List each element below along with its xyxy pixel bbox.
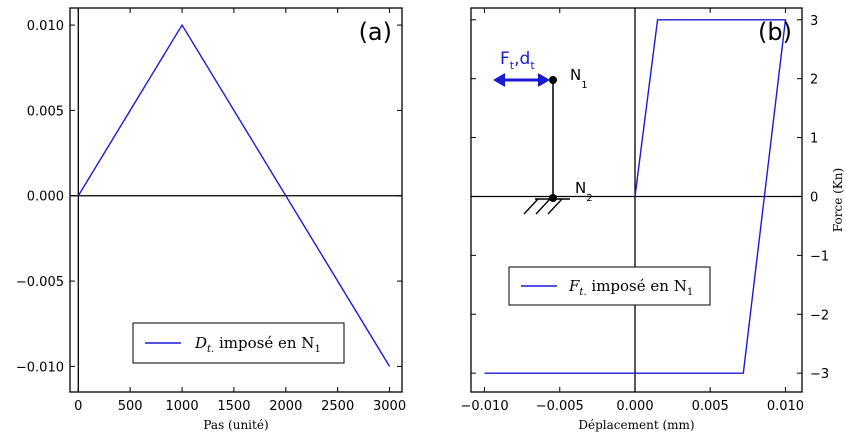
panel-b-legend-label: Ft. imposé en N1: [568, 277, 693, 298]
x-tick-label: 500: [118, 399, 143, 414]
force-sub1: t: [510, 59, 515, 72]
panel-a-legend: Dt. imposé en N1: [132, 322, 345, 364]
panel-a-ticks: 0 500 1000 1500 2000 2500 3000 0.010 0.005 0.000 −…: [16, 8, 406, 414]
panel-b-label: (b): [758, 18, 792, 46]
force-arrow-left-head: [493, 73, 505, 87]
legend-sub2: 1: [687, 287, 693, 298]
panel-a-label: (a): [359, 18, 392, 46]
y-tick-label: 2: [810, 73, 818, 88]
node-n2-dot: [549, 194, 557, 202]
support-hatch: [523, 198, 563, 215]
legend-main: D: [194, 334, 207, 352]
x-tick-label: −0.010: [460, 399, 508, 414]
x-tick-label: 0.005: [692, 399, 729, 414]
x-tick-label: −0.005: [536, 399, 584, 414]
force-arrow-right-head: [538, 73, 550, 87]
panel-a-legend-label: Dt. imposé en N1: [194, 334, 321, 355]
panel-a-series-line: [77, 23, 391, 367]
y-tick-label: −2: [810, 308, 829, 323]
force-label: Ft,dt: [500, 49, 535, 72]
node-n1-dot: [549, 76, 557, 84]
x-tick-label: 1500: [217, 399, 250, 414]
legend-sub2: 1: [314, 344, 320, 355]
panel-b-frame: [470, 7, 803, 393]
y-tick-label: −1: [810, 249, 829, 264]
force-main: F: [500, 49, 510, 69]
y-tick-label: 0: [810, 190, 818, 205]
y-tick-label: 0.010: [27, 19, 64, 34]
panel-a-chart: 0 500 1000 1500 2000 2500 3000 0.010 0.005 0.000 −…: [16, 7, 406, 432]
y-tick-label: −0.005: [16, 275, 64, 290]
panel-a-x-axis-label: Pas (unité): [203, 418, 268, 432]
node-n1-main: N: [570, 66, 581, 84]
x-tick-label: 2500: [321, 399, 354, 414]
panel-b-x-axis-label: Déplacement (mm): [578, 418, 694, 432]
panel-b-ticks: −0.010 −0.005 0.000 0.005 0.010 3 2 1 0 −1 −2 −3: [460, 8, 829, 414]
y-tick-label: 1: [810, 132, 818, 147]
legend-sub: t.: [579, 287, 586, 298]
node-n1-label: N1: [570, 66, 588, 91]
legend-sub: t.: [207, 344, 214, 355]
panel-b-legend-box: [508, 266, 711, 306]
y-tick-label: 3: [810, 14, 818, 29]
node-n1-sub: 1: [581, 80, 587, 91]
x-tick-label: 2000: [269, 399, 302, 414]
x-tick-label: 0: [74, 399, 82, 414]
legend-rest: imposé en N: [214, 334, 314, 352]
panel-b-chart: −0.010 −0.005 0.000 0.005 0.010 3 2 1 0 −1 −2 −3 (b…: [460, 7, 845, 432]
panel-a-frame: [69, 7, 403, 393]
node-n2-sub: 2: [586, 193, 592, 204]
force-sub2: t: [530, 59, 535, 72]
x-tick-label: 1000: [166, 399, 199, 414]
node-n2-main: N: [575, 179, 586, 197]
y-tick-label: 0.005: [27, 104, 64, 119]
force-sep: ,d: [514, 49, 530, 69]
y-tick-label: −0.010: [16, 360, 64, 375]
x-tick-label: 0.010: [767, 399, 804, 414]
structure-schematic: Ft,dt N1 N2: [493, 49, 593, 215]
x-tick-label: 3000: [373, 399, 406, 414]
x-tick-label: 0.000: [616, 399, 653, 414]
y-tick-label: −3: [810, 367, 829, 382]
panel-b-y-axis-label: Force (Kn): [831, 168, 845, 232]
panel-b-legend: Ft. imposé en N1: [508, 266, 711, 306]
legend-rest: imposé en N: [587, 277, 687, 295]
node-n2-label: N2: [575, 179, 593, 204]
panel-b-series-line: [484, 19, 787, 374]
legend-main: F: [568, 277, 580, 295]
y-tick-label: 0.000: [27, 190, 64, 205]
